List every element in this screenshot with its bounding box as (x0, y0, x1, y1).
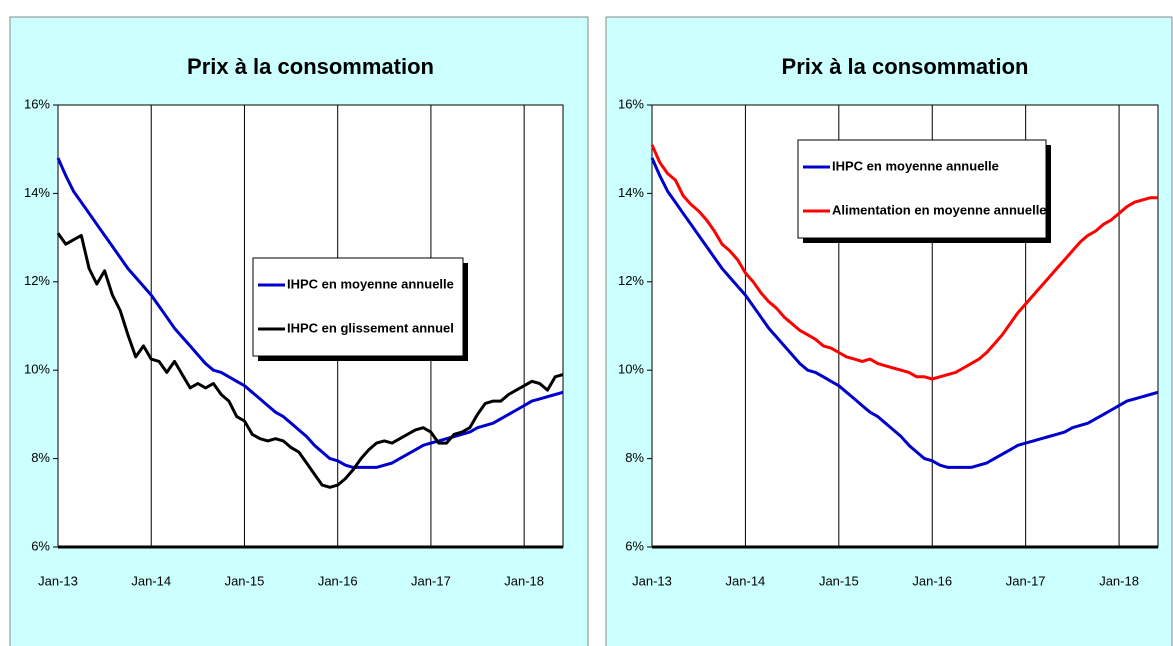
x-tick-label: Jan-15 (225, 573, 265, 588)
chart-title: Prix à la consommation (782, 54, 1029, 79)
y-tick-label: 6% (625, 538, 644, 553)
x-tick-label: Jan-18 (504, 573, 544, 588)
y-tick-label: 10% (24, 362, 50, 377)
legend (252, 257, 464, 357)
line-series (650, 157, 1159, 469)
x-tick-label: Jan-14 (131, 573, 171, 588)
y-tick-label: 14% (618, 185, 644, 200)
line-series (56, 232, 564, 489)
y-tick-label: 12% (618, 273, 644, 288)
y-tick-label: 8% (625, 450, 644, 465)
y-tick-label: 8% (31, 450, 50, 465)
y-tick-label: 12% (24, 273, 50, 288)
y-tick-label: 14% (24, 185, 50, 200)
x-tick-label: Jan-17 (411, 573, 451, 588)
legend-label: IHPC en moyenne annuelle (287, 276, 454, 291)
line-series (650, 144, 1158, 381)
line-series (56, 157, 564, 469)
y-tick-label: 10% (618, 362, 644, 377)
y-tick-label: 6% (31, 538, 50, 553)
x-tick-label: Jan-13 (38, 573, 78, 588)
x-tick-label: Jan-18 (1099, 573, 1139, 588)
chart-title: Prix à la consommation (187, 54, 434, 79)
legend-label: IHPC en moyenne annuelle (832, 158, 999, 173)
legend (797, 139, 1047, 239)
y-tick-label: 16% (24, 96, 50, 111)
x-tick-label: Jan-14 (726, 573, 766, 588)
x-tick-label: Jan-16 (318, 573, 358, 588)
x-tick-label: Jan-13 (632, 573, 672, 588)
y-tick-label: 16% (618, 96, 644, 111)
legend-label: IHPC en glissement annuel (287, 320, 454, 335)
x-tick-label: Jan-15 (819, 573, 859, 588)
legend-label: Alimentation en moyenne annuelle (832, 202, 1047, 217)
x-tick-label: Jan-16 (912, 573, 952, 588)
x-tick-label: Jan-17 (1006, 573, 1046, 588)
